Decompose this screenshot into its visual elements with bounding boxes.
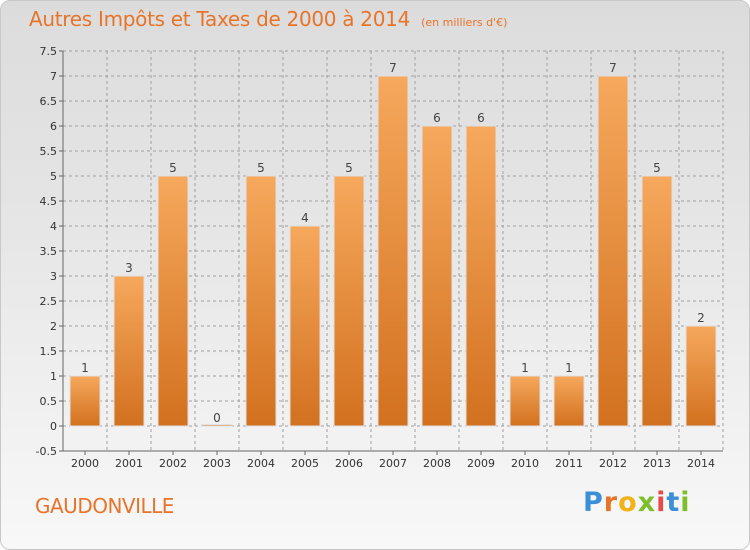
y-tick-label: 3	[50, 270, 57, 283]
bar-2011[interactable]	[553, 375, 585, 427]
y-tick-label: 3.5	[40, 245, 58, 258]
y-tick-labels: -0.5 0 0.5 1 1.5 2 2.5 3 3.5 4 4.5 5 5.5 6 6.5 7 7.5	[36, 45, 57, 458]
logo-letter: o	[618, 487, 638, 518]
bar-2002[interactable]	[157, 175, 189, 427]
chart-title-text: Autres Impôts et Taxes de 2000 à 2014	[29, 7, 410, 31]
bar-2013[interactable]	[641, 175, 673, 427]
bar-2014[interactable]	[685, 325, 717, 427]
y-tick-label: 4.5	[40, 195, 58, 208]
axes	[59, 50, 723, 455]
x-tick-label: 2012	[599, 457, 627, 470]
y-tick-label: 6	[50, 120, 57, 133]
logo-letter: i	[656, 487, 667, 518]
bar-2012[interactable]	[597, 75, 629, 427]
x-tick-label: 2005	[291, 457, 319, 470]
x-tick-label: 2008	[423, 457, 451, 470]
bar-value-label: 3	[125, 261, 133, 275]
bar-value-label: 0	[213, 411, 221, 425]
y-tick-label: 5.5	[40, 145, 58, 158]
y-tick-label: 4	[50, 220, 57, 233]
proxiti-logo[interactable]: Proxiti	[583, 487, 691, 518]
chart-title: Autres Impôts et Taxes de 2000 à 2014 (e…	[29, 7, 507, 31]
bar-value-label: 1	[81, 361, 89, 375]
bar-value-label: 6	[477, 111, 485, 125]
bar-value-label: 2	[697, 311, 705, 325]
bar-2005[interactable]	[289, 225, 321, 427]
x-tick-label: 2003	[203, 457, 231, 470]
x-tick-label: 2000	[71, 457, 99, 470]
logo-letter: i	[680, 487, 691, 518]
bar-2010[interactable]	[509, 375, 541, 427]
x-tick-label: 2010	[511, 457, 539, 470]
x-tick-label: 2014	[687, 457, 715, 470]
x-tick-label: 2009	[467, 457, 495, 470]
y-tick-label: 1.5	[40, 345, 58, 358]
y-tick-label: 0	[50, 420, 57, 433]
bar-value-label: 4	[301, 211, 309, 225]
bars	[69, 75, 717, 427]
bar-value-label: 5	[169, 161, 177, 175]
logo-letter: x	[637, 487, 657, 518]
commune-name: GAUDONVILLE	[35, 494, 174, 518]
x-tick-label: 2001	[115, 457, 143, 470]
bar-2006[interactable]	[333, 175, 365, 427]
bar-value-label: 5	[653, 161, 661, 175]
chart-subtitle: (en milliers d'€)	[421, 16, 508, 29]
y-tick-label: 2.5	[40, 295, 58, 308]
x-tick-label: 2002	[159, 457, 187, 470]
bar-value-label: 1	[565, 361, 573, 375]
y-tick-label: 0.5	[40, 395, 58, 408]
y-tick-label: 7	[50, 70, 57, 83]
bar-2001[interactable]	[113, 275, 145, 427]
logo-letter: P	[583, 487, 604, 518]
y-tick-label: 7.5	[40, 45, 58, 58]
bar-2003[interactable]	[201, 424, 233, 427]
y-tick-label: 2	[50, 320, 57, 333]
bar-value-label: 7	[389, 61, 397, 75]
x-tick-label: 2006	[335, 457, 363, 470]
bar-2008[interactable]	[421, 125, 453, 427]
y-tick-label: 6.5	[40, 95, 58, 108]
logo-letter: t	[666, 487, 681, 518]
bar-2004[interactable]	[245, 175, 277, 427]
bar-value-label: 7	[609, 61, 617, 75]
bar-value-labels: 1 3 5 0 5 4 5 7 6 6 1 1 7 5 2	[81, 61, 705, 425]
bar-2009[interactable]	[465, 125, 497, 427]
y-tick-label: -0.5	[36, 445, 57, 458]
x-tick-label: 2007	[379, 457, 407, 470]
bar-value-label: 5	[345, 161, 353, 175]
bar-2000[interactable]	[69, 375, 101, 427]
x-tick-labels: 2000 2001 2002 2003 2004 2005 2006 2007 2008 2009…	[71, 457, 715, 470]
bar-value-label: 6	[433, 111, 441, 125]
x-tick-label: 2013	[643, 457, 671, 470]
x-tick-label: 2004	[247, 457, 275, 470]
bar-value-label: 5	[257, 161, 265, 175]
bar-value-label: 1	[521, 361, 529, 375]
y-tick-label: 5	[50, 170, 57, 183]
bar-2007[interactable]	[377, 75, 409, 427]
x-tick-label: 2011	[555, 457, 583, 470]
logo-letter: r	[603, 487, 619, 518]
y-tick-label: 1	[50, 370, 57, 383]
